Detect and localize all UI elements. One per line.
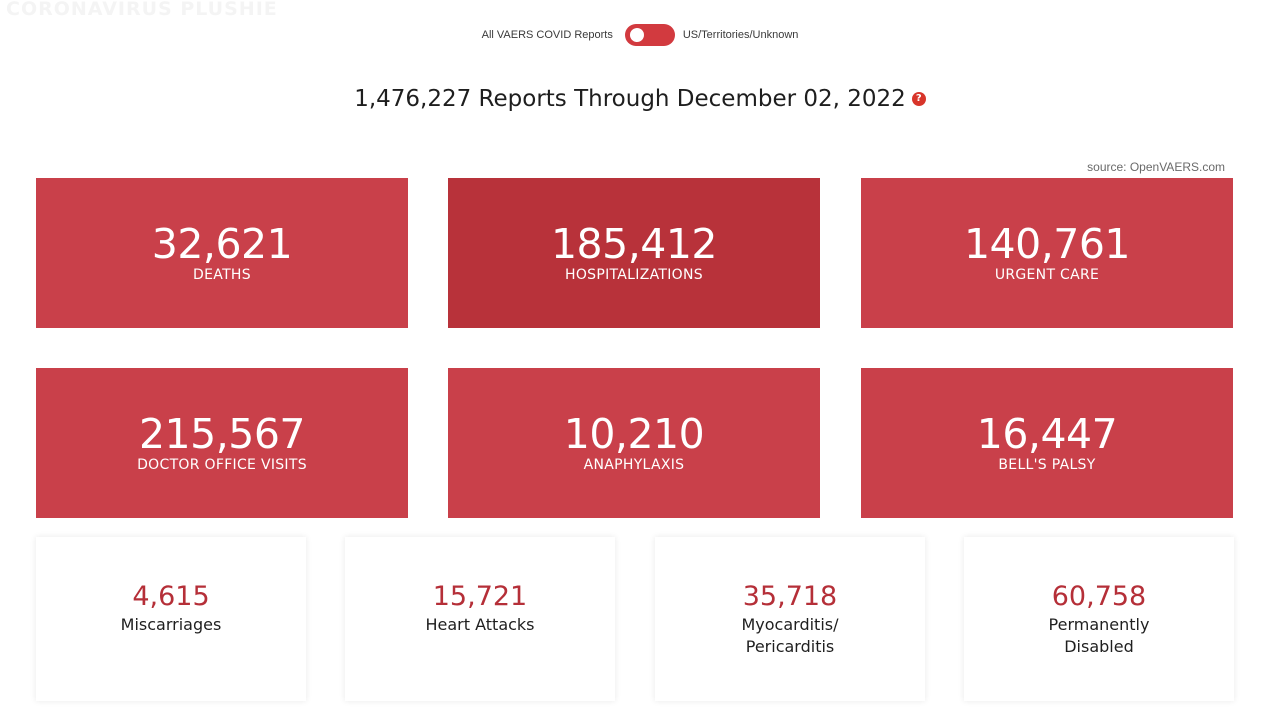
report-scope-switch[interactable] — [624, 24, 675, 46]
deaths-label: DEATHS — [193, 267, 251, 283]
doctor-office-visits-card: 215,567 DOCTOR OFFICE VISITS — [36, 368, 408, 518]
source-attribution: source: OpenVAERS.com — [1087, 160, 1225, 174]
heart-attacks-label: Heart Attacks — [345, 614, 615, 636]
watermark-text: CORONAVIRUS PLUSHIE — [6, 0, 278, 20]
doctor-office-visits-label: DOCTOR OFFICE VISITS — [137, 457, 307, 473]
hospitalizations-card: 185,412 HOSPITALIZATIONS — [448, 178, 820, 328]
myocarditis-label-line-1: Myocarditis/ — [741, 615, 839, 634]
myocarditis-count: 35,718 — [742, 581, 838, 612]
toggle-left-label[interactable]: All VAERS COVID Reports — [481, 29, 613, 41]
hospitalizations-label: HOSPITALIZATIONS — [565, 267, 703, 283]
anaphylaxis-card: 10,210 ANAPHYLAXIS — [448, 368, 820, 518]
toggle-right-label[interactable]: US/Territories/Unknown — [682, 29, 799, 41]
deaths-count: 32,621 — [151, 220, 293, 268]
permanently-disabled-count: 60,758 — [1051, 581, 1147, 612]
urgent-care-card: 140,761 URGENT CARE — [861, 178, 1233, 328]
reports-headline: 1,476,227 Reports Through December 02, 2… — [0, 86, 1280, 112]
anaphylaxis-count: 10,210 — [563, 410, 705, 458]
help-icon[interactable]: ? — [911, 91, 926, 106]
urgent-care-label: URGENT CARE — [994, 267, 1100, 283]
permanently-disabled-label: Permanently Disabled — [964, 614, 1234, 658]
headline-text: 1,476,227 Reports Through December 02, 2… — [354, 86, 906, 112]
permanently-disabled-card: 60,758 Permanently Disabled — [964, 537, 1234, 701]
deaths-card: 32,621 DEATHS — [36, 178, 408, 328]
miscarriages-label-line: Miscarriages — [120, 615, 222, 634]
doctor-office-visits-count: 215,567 — [138, 410, 306, 458]
switch-knob[interactable] — [629, 28, 644, 42]
heart-attacks-label-line: Heart Attacks — [425, 615, 535, 634]
report-scope-toggle-row: All VAERS COVID Reports US/Territories/U… — [0, 24, 1280, 46]
miscarriages-count: 4,615 — [132, 581, 210, 612]
permanently-disabled-label-line-1: Permanently — [1048, 615, 1150, 634]
myocarditis-label-line-2: Pericarditis — [745, 637, 835, 656]
permanently-disabled-label-line-2: Disabled — [1064, 637, 1134, 656]
hospitalizations-count: 185,412 — [550, 220, 718, 268]
miscarriages-label: Miscarriages — [36, 614, 306, 636]
bells-palsy-label: BELL'S PALSY — [998, 457, 1096, 473]
myocarditis-label: Myocarditis/ Pericarditis — [655, 614, 925, 658]
bells-palsy-count: 16,447 — [976, 410, 1118, 458]
miscarriages-card: 4,615 Miscarriages — [36, 537, 306, 701]
anaphylaxis-label: ANAPHYLAXIS — [583, 457, 685, 473]
urgent-care-count: 140,761 — [963, 220, 1131, 268]
heart-attacks-card: 15,721 Heart Attacks — [345, 537, 615, 701]
heart-attacks-count: 15,721 — [432, 581, 528, 612]
myocarditis-card: 35,718 Myocarditis/ Pericarditis — [655, 537, 925, 701]
bells-palsy-card: 16,447 BELL'S PALSY — [861, 368, 1233, 518]
